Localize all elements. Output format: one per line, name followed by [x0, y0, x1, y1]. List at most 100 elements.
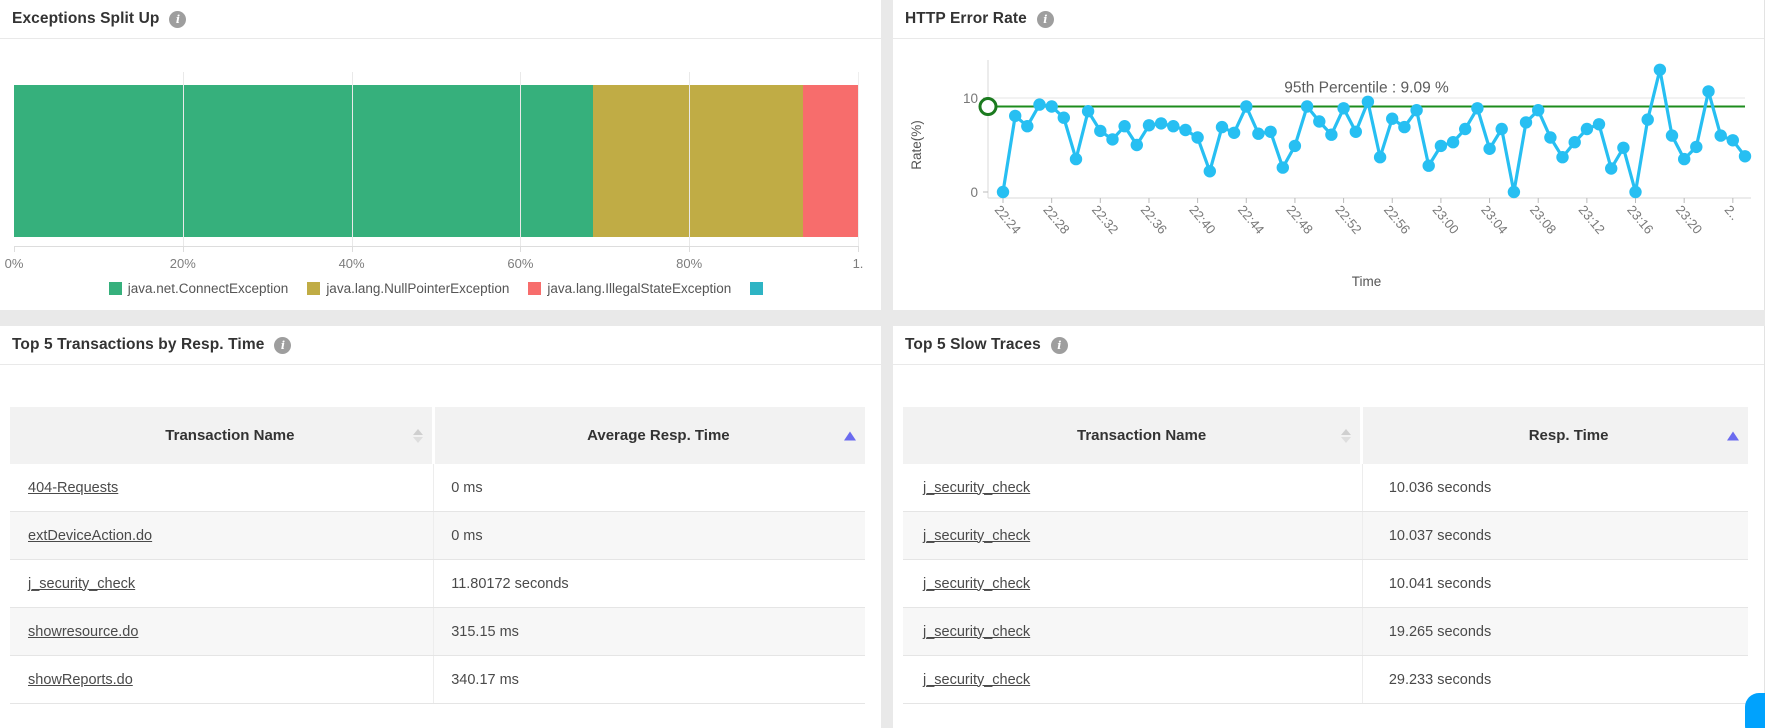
data-point[interactable]: [996, 185, 1010, 199]
data-point[interactable]: [1422, 159, 1435, 172]
transaction-name-cell: j_security_check: [903, 624, 1362, 640]
data-point[interactable]: [1580, 122, 1594, 136]
data-point[interactable]: [1738, 150, 1752, 163]
legend-item[interactable]: [750, 282, 764, 295]
data-point[interactable]: [1215, 120, 1229, 134]
data-point[interactable]: [1678, 152, 1691, 166]
data-point[interactable]: [1495, 122, 1508, 136]
data-point[interactable]: [1519, 116, 1533, 129]
info-icon[interactable]: i: [1050, 336, 1068, 354]
bar-axis-tick-label: 1.: [852, 256, 864, 271]
sort-toggle-icon[interactable]: [412, 428, 423, 443]
data-point[interactable]: [1191, 131, 1204, 144]
transaction-link[interactable]: 404-Requests: [28, 479, 119, 496]
data-point[interactable]: [1592, 118, 1606, 131]
data-point[interactable]: [1471, 102, 1484, 115]
data-point[interactable]: [1264, 125, 1277, 138]
column-header-resp-time[interactable]: Average Resp. Time: [434, 407, 865, 464]
data-point[interactable]: [1142, 119, 1156, 132]
data-point[interactable]: [1021, 120, 1034, 133]
data-point[interactable]: [1313, 115, 1326, 128]
sort-toggle-icon[interactable]: [1341, 428, 1352, 443]
transaction-link[interactable]: j_security_check: [28, 575, 136, 592]
data-point[interactable]: [1702, 85, 1715, 98]
legend-item[interactable]: java.lang.IllegalStateException: [528, 281, 731, 296]
bar-segment[interactable]: [803, 85, 858, 237]
data-point[interactable]: [1690, 140, 1703, 154]
data-point[interactable]: [1045, 100, 1058, 113]
data-point[interactable]: [1288, 139, 1302, 153]
transaction-link[interactable]: extDeviceAction.do: [28, 527, 153, 544]
sort-ascending-icon[interactable]: [1727, 431, 1739, 440]
info-icon[interactable]: i: [1036, 10, 1054, 28]
sort-ascending-icon[interactable]: [844, 431, 856, 440]
transaction-link[interactable]: j_security_check: [923, 479, 1031, 496]
bar-segment[interactable]: [592, 85, 804, 237]
transaction-link[interactable]: j_security_check: [923, 623, 1031, 640]
data-point[interactable]: [1398, 120, 1411, 134]
data-point[interactable]: [1069, 152, 1083, 166]
data-point[interactable]: [1094, 124, 1107, 138]
transaction-link[interactable]: showReports.do: [28, 671, 133, 688]
x-tick-label: 22:52: [1332, 202, 1364, 237]
data-point[interactable]: [1483, 142, 1496, 155]
legend-item[interactable]: java.net.ConnectException: [108, 281, 288, 296]
data-point[interactable]: [1446, 136, 1460, 149]
data-point[interactable]: [1386, 112, 1399, 125]
exceptions-bar-chart: 0% 20% 40% 60% 80% 1. java.net.ConnectExcepti…: [5, 72, 863, 296]
bar-segment[interactable]: [14, 85, 593, 237]
data-point[interactable]: [1130, 138, 1143, 152]
data-point[interactable]: [1641, 113, 1654, 126]
data-point[interactable]: [1556, 151, 1569, 164]
column-header-transaction-name[interactable]: Transaction Name: [10, 407, 432, 464]
data-point[interactable]: [1227, 126, 1241, 139]
data-point[interactable]: [1081, 105, 1095, 118]
chat-help-button[interactable]: [1745, 693, 1765, 728]
data-point[interactable]: [1106, 133, 1119, 146]
data-point[interactable]: [1617, 141, 1630, 154]
data-point[interactable]: [1033, 98, 1046, 111]
data-point[interactable]: [1714, 129, 1727, 142]
data-point[interactable]: [1349, 125, 1362, 138]
data-point[interactable]: [1240, 100, 1253, 113]
data-point[interactable]: [1057, 111, 1070, 124]
data-point[interactable]: [1653, 63, 1667, 76]
transaction-link[interactable]: j_security_check: [923, 671, 1031, 688]
data-point[interactable]: [1167, 120, 1180, 133]
resp-time-cell: 0 ms: [433, 512, 865, 559]
data-point[interactable]: [1568, 136, 1581, 149]
column-header-transaction-name[interactable]: Transaction Name: [903, 407, 1361, 464]
info-icon[interactable]: i: [274, 336, 292, 354]
transaction-name-cell: 404-Requests: [10, 480, 433, 496]
transaction-link[interactable]: showresource.do: [28, 623, 139, 640]
error-rate-series[interactable]: [996, 63, 1752, 199]
data-point[interactable]: [1118, 120, 1131, 133]
transaction-link[interactable]: j_security_check: [923, 575, 1031, 592]
data-point[interactable]: [1154, 117, 1168, 130]
data-point[interactable]: [1300, 100, 1314, 113]
data-point[interactable]: [1325, 128, 1338, 141]
data-point[interactable]: [1410, 104, 1423, 117]
data-point[interactable]: [1373, 151, 1387, 164]
transaction-name-cell: showresource.do: [10, 624, 433, 640]
data-point[interactable]: [1434, 139, 1448, 153]
data-point[interactable]: [1532, 104, 1545, 117]
column-header-resp-time[interactable]: Resp. Time: [1363, 407, 1748, 464]
data-point[interactable]: [1507, 185, 1521, 199]
data-point[interactable]: [1252, 127, 1265, 140]
data-point[interactable]: [1009, 109, 1022, 123]
data-point[interactable]: [1203, 165, 1216, 178]
transaction-link[interactable]: j_security_check: [923, 527, 1031, 544]
data-point[interactable]: [1361, 95, 1375, 108]
data-point[interactable]: [1179, 123, 1192, 137]
data-point[interactable]: [1629, 185, 1642, 199]
data-point[interactable]: [1605, 162, 1618, 175]
data-point[interactable]: [1459, 122, 1472, 136]
data-point[interactable]: [1337, 102, 1350, 115]
data-point[interactable]: [1726, 134, 1739, 147]
data-point[interactable]: [1276, 161, 1289, 174]
legend-item[interactable]: java.lang.NullPointerException: [307, 281, 509, 296]
info-icon[interactable]: i: [169, 10, 187, 28]
data-point[interactable]: [1544, 131, 1557, 144]
data-point[interactable]: [1665, 129, 1679, 142]
